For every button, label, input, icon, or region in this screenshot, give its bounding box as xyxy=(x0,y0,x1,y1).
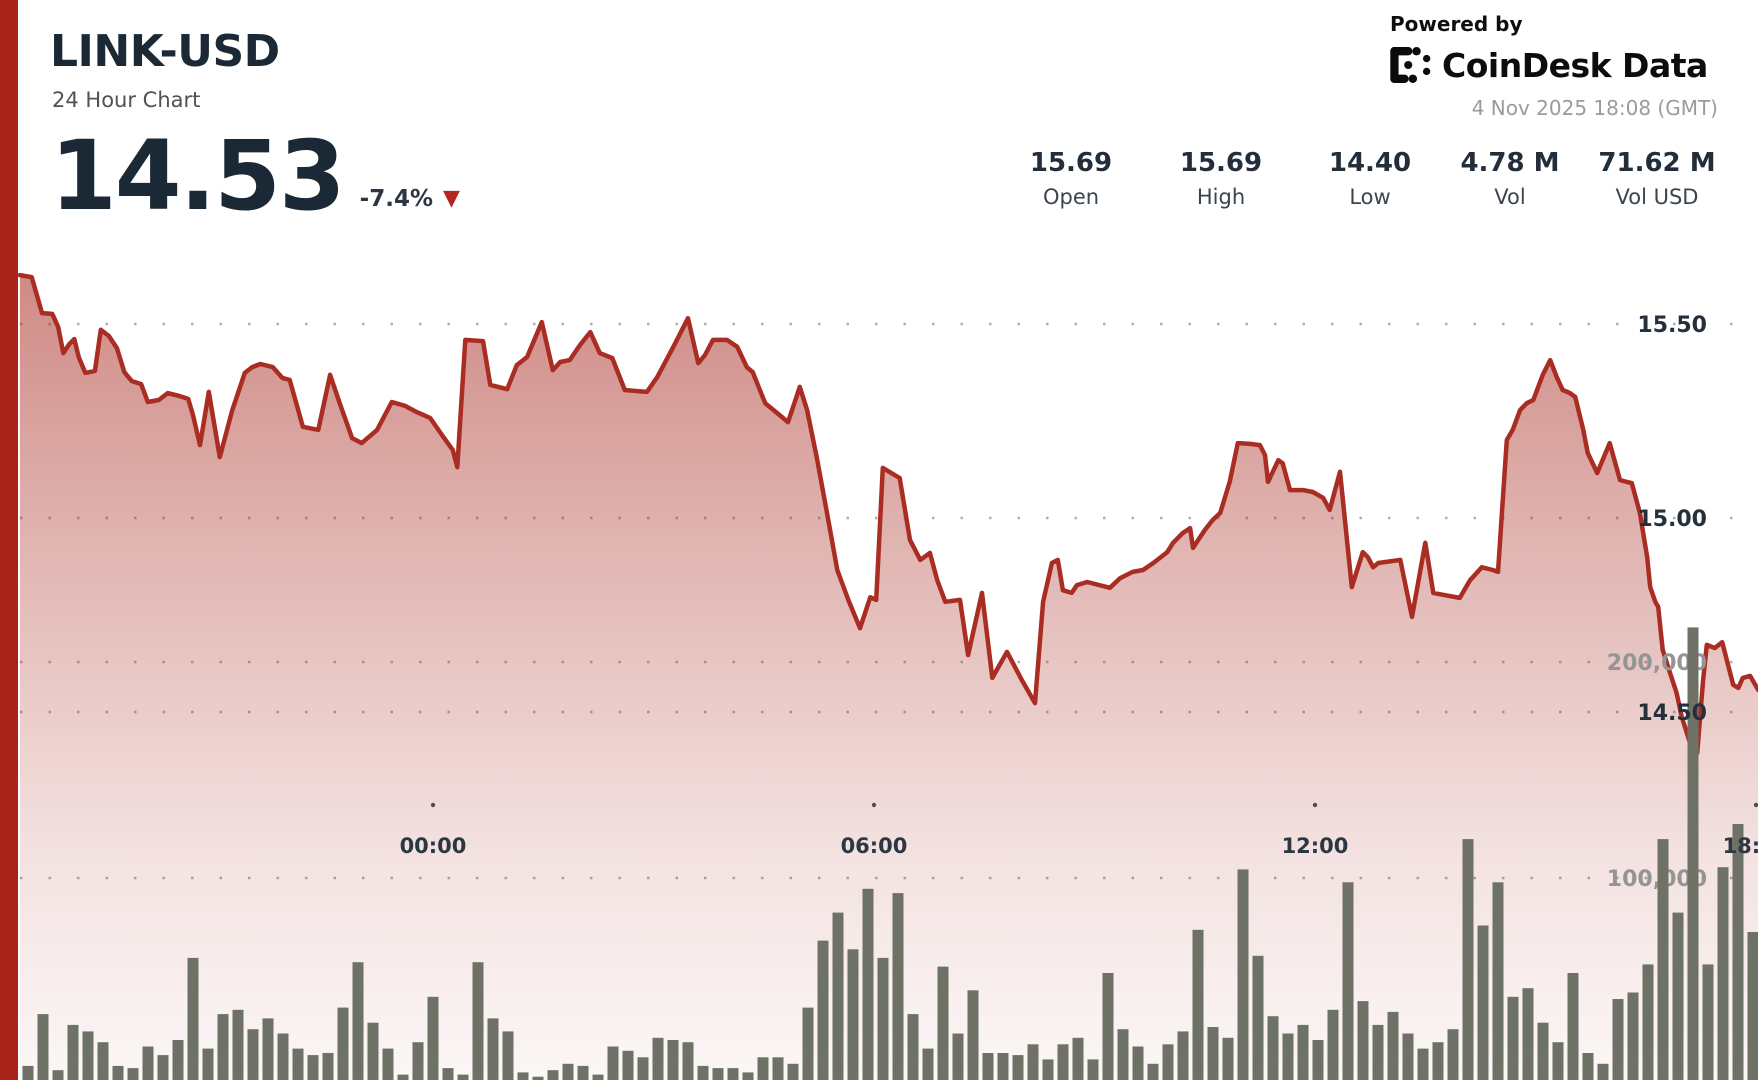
current-price: 14.53 xyxy=(50,120,346,232)
powered-by-label: Powered by xyxy=(1390,12,1523,36)
price-row: 14.53 -7.4% ▼ xyxy=(50,128,460,224)
timestamp: 4 Nov 2025 18:08 (GMT) xyxy=(1471,96,1718,120)
price-change-percent: -7.4% xyxy=(359,186,433,212)
svg-text:15.50: 15.50 xyxy=(1637,313,1707,338)
stat-label: Low xyxy=(1349,185,1391,209)
svg-text:14.50: 14.50 xyxy=(1637,701,1707,726)
stat-value: 14.40 xyxy=(1328,148,1412,178)
coindesk-wordmark: CoinDesk Data xyxy=(1442,45,1708,85)
stat-low: 14.40 Low xyxy=(1290,148,1450,209)
stat-volume: 4.78 M Vol xyxy=(1430,148,1590,209)
stat-value: 71.62 M xyxy=(1598,148,1716,178)
coindesk-mark-icon xyxy=(1390,46,1431,84)
powered-by-block: Powered by CoinDesk Data 4 Nov 2025 18:0… xyxy=(1388,12,1718,120)
volume-bars xyxy=(22,627,1758,1080)
svg-text:18:00: 18:00 xyxy=(1723,834,1758,858)
stat-open: 15.69 Open xyxy=(991,148,1151,209)
chart-subtitle: 24 Hour Chart xyxy=(52,88,201,112)
price-area xyxy=(17,272,1758,1080)
stat-label: Vol xyxy=(1494,185,1526,209)
svg-text:06:00: 06:00 xyxy=(841,834,908,858)
down-triangle-icon: ▼ xyxy=(443,186,460,211)
time-axis-labels: 00:00 06:00 12:00 18:00 xyxy=(400,802,1758,858)
stat-value: 4.78 M xyxy=(1460,148,1560,178)
svg-text:15.00: 15.00 xyxy=(1637,507,1707,532)
coindesk-logo[interactable]: CoinDesk Data xyxy=(1388,44,1718,86)
stat-label: Open xyxy=(1042,185,1100,209)
accent-stripe xyxy=(0,0,18,1080)
svg-text:00:00: 00:00 xyxy=(400,834,467,858)
stat-high: 15.69 High xyxy=(1141,148,1301,209)
price-axis-labels: 15.50 15.00 14.50 xyxy=(1637,313,1707,726)
pair-title: LINK-USD xyxy=(50,26,280,77)
stat-volume-usd: 71.62 M Vol USD xyxy=(1577,148,1737,209)
stat-label: Vol USD xyxy=(1615,185,1699,209)
stat-label: High xyxy=(1196,185,1246,209)
svg-text:12:00: 12:00 xyxy=(1282,834,1349,858)
stat-value: 15.69 xyxy=(1179,148,1263,178)
stat-value: 15.69 xyxy=(1029,148,1113,178)
price-change: -7.4% ▼ xyxy=(360,186,460,212)
